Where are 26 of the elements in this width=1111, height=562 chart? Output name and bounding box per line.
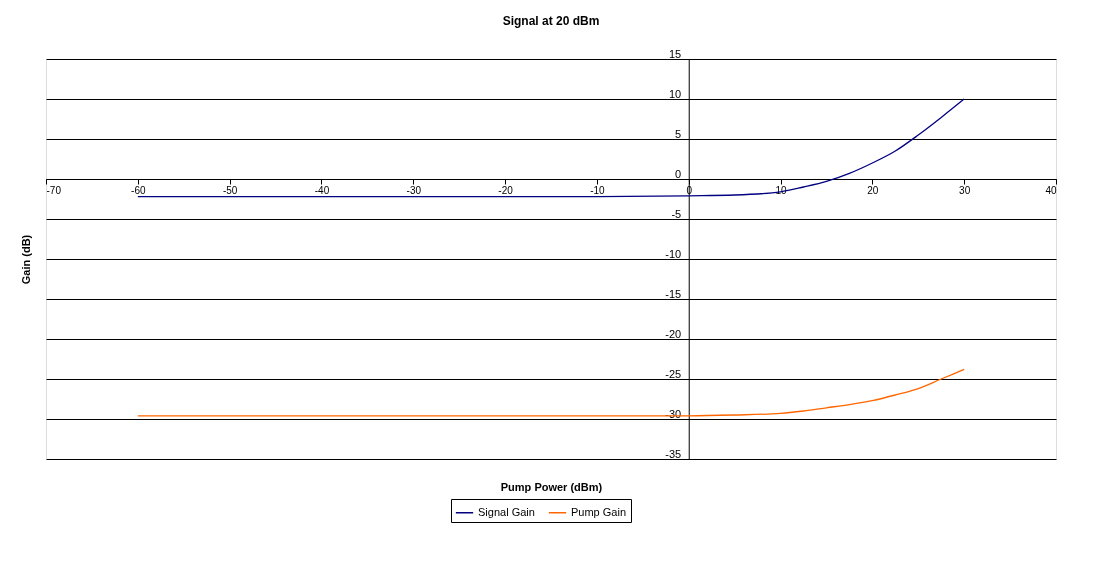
x-tick-label: 40 xyxy=(1045,184,1057,196)
y-tick-label: -5 xyxy=(671,207,682,220)
y-tick-label: 5 xyxy=(675,127,682,140)
x-tick-label: 20 xyxy=(867,184,879,196)
x-axis-title: Pump Power (dBm) xyxy=(500,480,603,493)
x-tick-label: 0 xyxy=(686,184,693,196)
y-tick-label: 15 xyxy=(668,47,682,60)
chart-title: Signal at 20 dBm xyxy=(502,14,600,28)
y-axis-title: Gain (dB) xyxy=(19,234,32,285)
y-tick-label: 0 xyxy=(675,167,682,180)
y-tick-label: -10 xyxy=(665,247,682,260)
y-tick-label: -20 xyxy=(665,327,682,340)
legend-label: Signal Gain xyxy=(478,505,535,518)
y-tick-label: -25 xyxy=(665,367,682,380)
x-tick-label: -60 xyxy=(131,184,146,196)
y-tick-label: 10 xyxy=(668,87,682,100)
x-tick-label: 30 xyxy=(959,184,971,196)
y-tick-label: -35 xyxy=(665,447,682,460)
x-tick-label: -20 xyxy=(498,184,514,196)
legend-label: Pump Gain xyxy=(571,505,627,518)
x-tick-label: -30 xyxy=(406,184,422,196)
x-tick-label: -70 xyxy=(46,184,62,196)
y-tick-label: -15 xyxy=(665,287,682,300)
x-tick-label: -40 xyxy=(314,184,330,196)
x-tick-label: -50 xyxy=(222,184,238,196)
x-tick-label: -10 xyxy=(590,184,606,196)
